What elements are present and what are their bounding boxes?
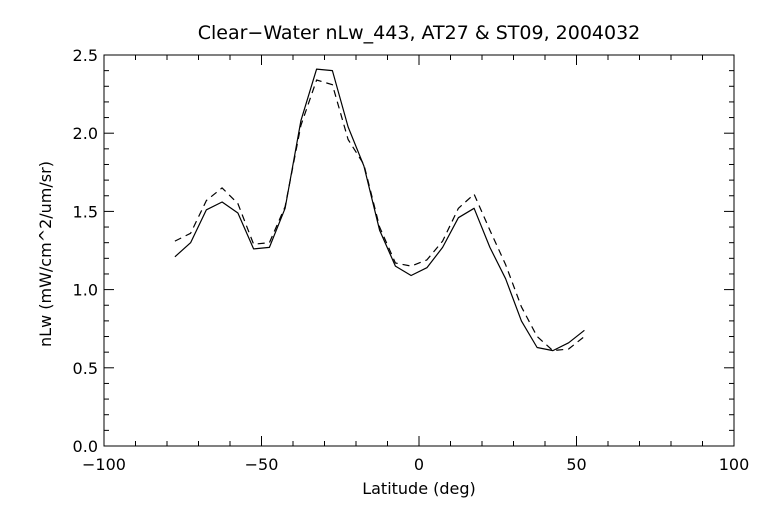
series-line-dashed [174, 79, 585, 352]
x-tick-labels: −100 −50 0 50 100 [82, 455, 749, 474]
series-lines [174, 68, 585, 352]
y-tick-labels: 0.0 0.5 1.0 1.5 2.0 2.5 [73, 46, 98, 456]
y-axis-label: nLw (mW/cm^2/um/sr) [36, 161, 55, 347]
x-tick-label: 50 [566, 455, 586, 474]
series-line-solid [174, 68, 585, 352]
x-axis-label: Latitude (deg) [362, 479, 476, 498]
y-tick-label: 1.0 [73, 281, 98, 300]
y-tick-label: 0.0 [73, 437, 98, 456]
x-tick-label: −100 [82, 455, 126, 474]
y-tick-label: 2.5 [73, 46, 98, 65]
y-tick-label: 2.0 [73, 124, 98, 143]
x-tick-label: 0 [414, 455, 424, 474]
x-tick-label: 100 [719, 455, 750, 474]
axes [103, 54, 735, 447]
plot-frame [103, 54, 735, 447]
x-tick-label: −50 [245, 455, 279, 474]
chart-title: Clear−Water nLw_443, AT27 & ST09, 200403… [198, 22, 641, 44]
y-tick-label: 0.5 [73, 359, 98, 378]
y-tick-label: 1.5 [73, 202, 98, 221]
